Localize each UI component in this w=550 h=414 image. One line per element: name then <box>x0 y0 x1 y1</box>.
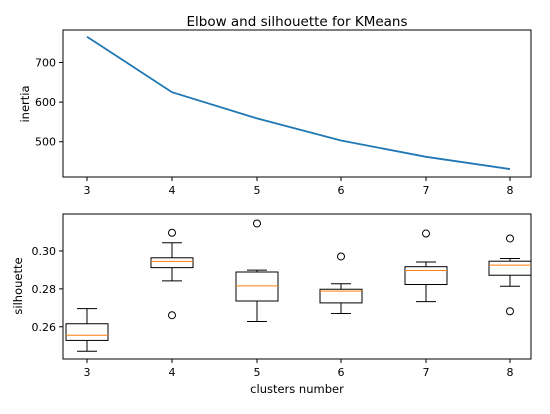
silhouette-plot-area <box>62 213 532 360</box>
silhouette-y-tick-label: 0.28 <box>32 283 57 296</box>
inertia-plot-area <box>62 29 532 178</box>
box-iqr <box>150 257 194 269</box>
silhouette-box-7 <box>404 229 448 303</box>
box-iqr <box>235 271 279 302</box>
silhouette-y-tick-label: 0.30 <box>32 245 57 258</box>
silhouette-x-tick-label: 6 <box>338 366 345 379</box>
silhouette-box-6 <box>319 252 363 315</box>
inertia-x-tick-label: 5 <box>254 184 261 197</box>
figure-title: Elbow and silhouette for KMeans <box>186 14 407 30</box>
inertia-x-tick-label: 3 <box>84 184 91 197</box>
outlier-point <box>422 229 430 238</box>
outlier-point <box>506 234 514 243</box>
outlier-point <box>337 252 345 261</box>
outlier-point <box>168 228 176 237</box>
silhouette-y-tick-label: 0.26 <box>32 321 57 334</box>
inertia-line <box>86 35 511 170</box>
silhouette-x-tick-label: 5 <box>254 366 261 379</box>
silhouette-box-chart: 3 4 5 6 7 8 0.26 0.28 0.30 silhouette clusters n… <box>11 213 532 396</box>
inertia-line-chart: 3 4 5 6 7 8 500 600 700 inertia <box>18 29 532 197</box>
silhouette-box-5 <box>235 219 279 322</box>
inertia-x-tick-label: 7 <box>423 184 430 197</box>
silhouette-box-4 <box>150 228 194 320</box>
box-iqr <box>488 260 532 276</box>
silhouette-x-tick-label: 4 <box>169 366 176 379</box>
silhouette-box-8 <box>488 234 532 316</box>
box-iqr <box>319 288 363 304</box>
inertia-x-tick-label: 4 <box>169 184 176 197</box>
outlier-point <box>253 219 261 228</box>
silhouette-y-axis-label: silhouette <box>11 257 25 314</box>
silhouette-x-tick-label: 3 <box>84 366 91 379</box>
inertia-y-tick-label: 500 <box>35 136 56 149</box>
silhouette-x-tick-label: 7 <box>423 366 430 379</box>
clusters-x-axis-label: clusters number <box>250 382 344 396</box>
outlier-point <box>168 311 176 320</box>
silhouette-x-tick-label: 8 <box>507 366 514 379</box>
inertia-y-tick-label: 700 <box>35 56 56 69</box>
inertia-y-axis-label: inertia <box>18 85 32 122</box>
inertia-x-tick-label: 8 <box>507 184 514 197</box>
inertia-x-tick-label: 6 <box>338 184 345 197</box>
inertia-y-tick-label: 600 <box>35 96 56 109</box>
outlier-point <box>506 307 514 316</box>
box-iqr <box>65 323 109 341</box>
silhouette-box-3 <box>65 308 109 352</box>
box-iqr <box>404 266 448 286</box>
